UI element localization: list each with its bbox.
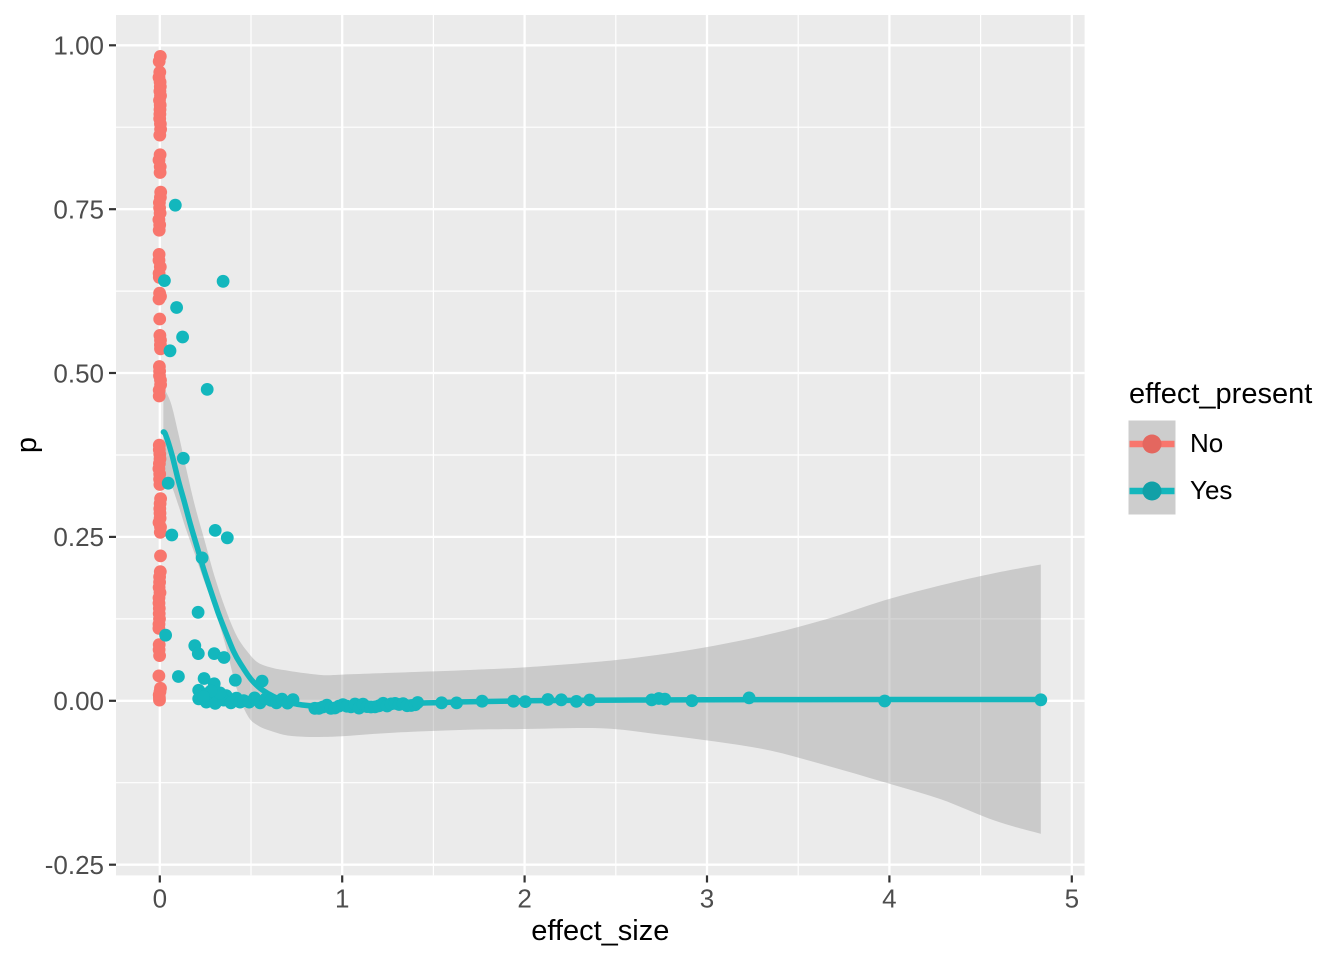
svg-text:0.75: 0.75: [53, 195, 104, 225]
svg-text:effect_size: effect_size: [531, 915, 669, 947]
svg-text:1: 1: [335, 884, 349, 914]
svg-text:Yes: Yes: [1190, 475, 1232, 505]
svg-text:effect_present: effect_present: [1129, 378, 1312, 410]
svg-text:2: 2: [517, 884, 531, 914]
svg-text:5: 5: [1065, 884, 1079, 914]
svg-text:3: 3: [700, 884, 714, 914]
svg-text:0: 0: [153, 884, 167, 914]
svg-text:No: No: [1190, 428, 1223, 458]
svg-text:p: p: [11, 437, 43, 453]
svg-text:1.00: 1.00: [53, 31, 104, 61]
svg-text:-0.25: -0.25: [45, 850, 104, 880]
svg-text:0.25: 0.25: [53, 522, 104, 552]
svg-text:4: 4: [882, 884, 896, 914]
svg-text:0.50: 0.50: [53, 358, 104, 388]
svg-text:0.00: 0.00: [53, 686, 104, 716]
